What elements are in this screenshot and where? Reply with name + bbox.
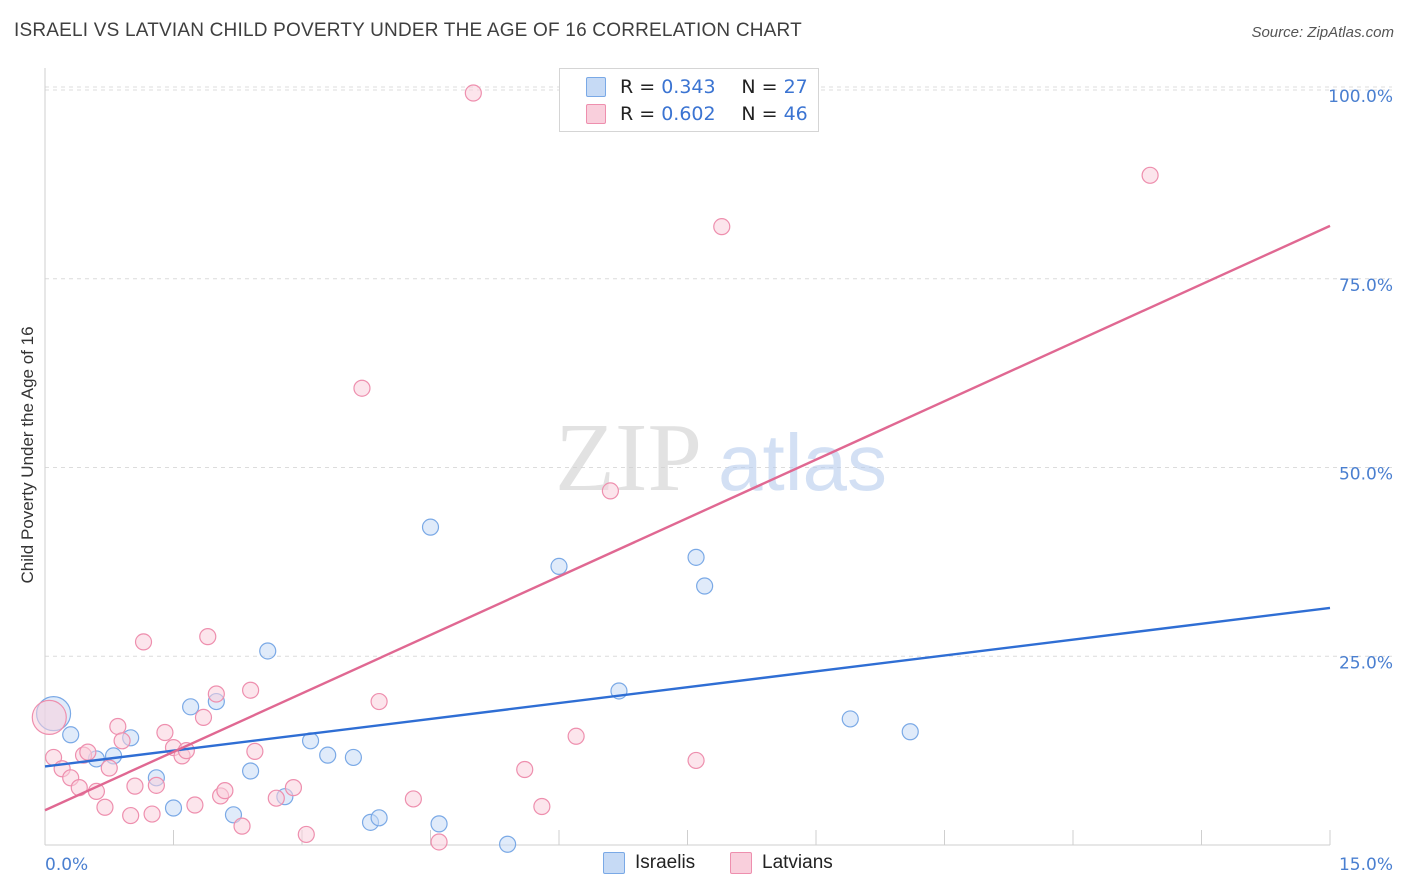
data-point-israelis [696, 577, 714, 595]
data-point-latvians [100, 759, 118, 777]
legend-r-label: R = [620, 76, 656, 98]
data-point-latvians [216, 782, 234, 800]
data-point-latvians [194, 708, 213, 727]
legend-n-label: N = [741, 103, 778, 125]
series-latvians [31, 84, 1159, 851]
data-point-israelis [62, 726, 80, 744]
watermark-zip: ZIP [555, 404, 702, 512]
data-point-latvians [246, 742, 264, 760]
data-point-israelis [344, 748, 362, 767]
data-point-israelis [421, 518, 440, 536]
data-point-israelis [370, 809, 388, 827]
legend-swatch-latvians [586, 104, 606, 124]
data-point-latvians [186, 796, 204, 814]
data-point-latvians [109, 717, 127, 736]
data-point-israelis [224, 806, 243, 824]
y-tick-label: 50.0% [1339, 465, 1393, 485]
data-point-latvians [207, 685, 225, 703]
legend-item-israelis[interactable]: Israelis [603, 852, 695, 874]
data-point-israelis [901, 723, 919, 741]
series-israelis [35, 518, 919, 853]
data-point-latvians [122, 806, 140, 825]
trend-line-latvians [44, 224, 1331, 812]
legend-row-israelis: R = 0.343 N = 27 [586, 75, 808, 99]
legend-item-latvians[interactable]: Latvians [730, 852, 833, 874]
data-point-israelis [182, 698, 200, 716]
y-tick-label: 25.0% [1339, 653, 1393, 673]
legend-label-israelis: Israelis [635, 852, 696, 873]
y-tick-label: 100.0% [1328, 87, 1393, 107]
gridlines [45, 86, 1392, 657]
data-point-israelis [242, 762, 260, 780]
data-point-latvians [516, 760, 534, 779]
data-point-latvians [143, 805, 161, 823]
chart-title: ISRAELI VS LATVIAN CHILD POVERTY UNDER T… [14, 20, 802, 41]
data-point-latvians [1141, 166, 1159, 184]
watermark: ZIP atlas [555, 404, 887, 512]
x-tick-label: 0.0% [45, 855, 88, 875]
x-tick-label: 15.0% [1339, 855, 1393, 875]
data-point-latvians [430, 833, 448, 851]
data-point-latvians [79, 743, 97, 761]
y-tick-label: 75.0% [1339, 276, 1393, 296]
legend-r-value: 0.343 [661, 76, 716, 98]
data-point-latvians [147, 776, 165, 794]
data-point-latvians [242, 681, 260, 699]
data-point-israelis [687, 548, 705, 566]
data-point-israelis [164, 799, 183, 817]
legend-n-value: 27 [783, 76, 808, 98]
correlation-legend: R = 0.343 N = 27 R = 0.602 N = 46 [559, 68, 819, 132]
legend-r-label: R = [620, 103, 656, 125]
tick-labels: 25.0% 50.0% 75.0% 100.0% 0.0% 15.0% [45, 87, 1393, 875]
data-point-latvians [404, 790, 422, 808]
data-point-latvians [533, 797, 551, 816]
trend-line-israelis [44, 606, 1331, 768]
data-point-latvians [687, 751, 705, 770]
data-point-latvians [567, 727, 585, 745]
data-point-latvians [284, 779, 303, 797]
source-label: Source: ZipAtlas.com [1251, 24, 1394, 41]
data-point-latvians [353, 379, 371, 397]
legend-n-label: N = [741, 76, 778, 98]
data-point-israelis [430, 815, 448, 833]
legend-swatch-israelis [603, 852, 625, 874]
data-point-latvians [713, 218, 731, 236]
data-point-latvians [601, 482, 620, 500]
data-point-israelis [550, 557, 568, 576]
data-point-latvians [464, 84, 482, 102]
data-point-latvians [370, 692, 388, 711]
data-point-latvians [297, 825, 315, 844]
data-point-latvians [113, 732, 131, 750]
data-point-israelis [841, 710, 859, 728]
legend-swatch-latvians [730, 852, 752, 874]
legend-label-latvians: Latvians [762, 852, 833, 873]
data-point-latvians [156, 723, 174, 742]
data-point-latvians [96, 798, 114, 816]
data-point-israelis [319, 746, 337, 764]
data-point-latvians [267, 789, 285, 807]
trend-lines [44, 224, 1331, 812]
data-point-latvians [199, 628, 217, 646]
data-point-latvians [126, 777, 144, 795]
data-point-latvians [233, 817, 251, 835]
data-point-israelis [499, 835, 517, 853]
legend-row-latvians: R = 0.602 N = 46 [586, 102, 808, 126]
data-point-latvians [31, 699, 67, 736]
legend-swatch-israelis [586, 77, 606, 97]
legend-n-value: 46 [783, 103, 808, 125]
data-point-latvians [134, 633, 153, 651]
legend-r-value: 0.602 [661, 103, 716, 125]
data-point-israelis [259, 642, 277, 660]
